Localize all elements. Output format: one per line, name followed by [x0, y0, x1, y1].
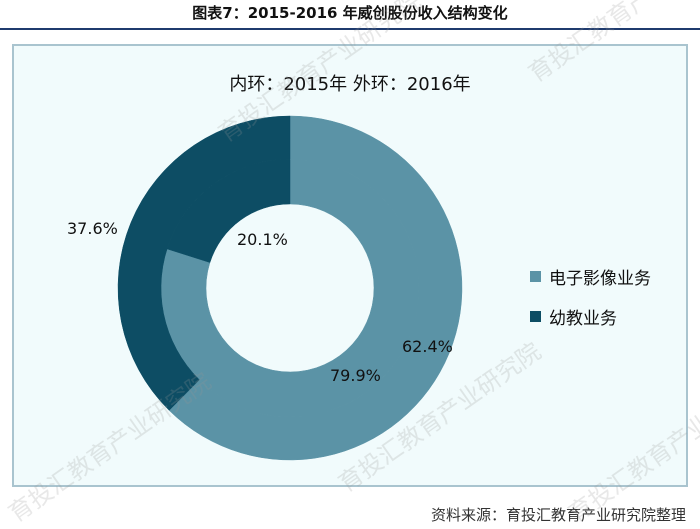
legend-swatch-electronic	[530, 270, 541, 282]
chart-subtitle: 内环：2015年 外环：2016年	[229, 74, 471, 95]
legend-label-electronic: 电子影像业务	[549, 268, 651, 289]
legend: 电子影像业务 幼教业务	[530, 262, 651, 342]
donut-slice-outer-electronic	[168, 115, 463, 461]
legend-item-electronic: 电子影像业务	[530, 262, 651, 290]
source-note: 资料来源：育投汇教育产业研究院整理	[430, 506, 686, 524]
label-outer-electronic: 62.4%	[402, 337, 453, 356]
legend-item-kindergarten: 幼教业务	[530, 302, 651, 330]
figure-title: 图表7：2015-2016 年威创股份收入结构变化	[192, 4, 508, 22]
label-outer-kindergarten: 37.6%	[67, 219, 118, 238]
label-inner-electronic: 79.9%	[330, 366, 381, 385]
legend-swatch-kindergarten	[530, 310, 541, 322]
donut-slice-outer-kindergarten	[117, 115, 291, 411]
title-rule	[0, 28, 700, 30]
legend-label-kindergarten: 幼教业务	[549, 308, 617, 329]
label-inner-kindergarten: 20.1%	[237, 230, 288, 249]
